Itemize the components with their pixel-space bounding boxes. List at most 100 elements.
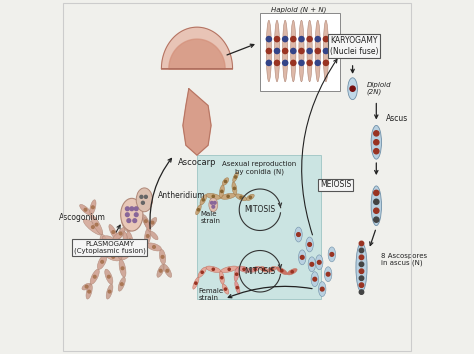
Ellipse shape	[157, 264, 164, 277]
Ellipse shape	[90, 200, 96, 215]
Circle shape	[91, 226, 94, 228]
Text: Ascogonium: Ascogonium	[59, 213, 106, 222]
Text: 8 Ascospores
in ascus (N): 8 Ascospores in ascus (N)	[382, 253, 428, 266]
Ellipse shape	[198, 267, 206, 278]
Ellipse shape	[150, 231, 158, 240]
Circle shape	[95, 223, 98, 226]
Ellipse shape	[106, 253, 121, 261]
Circle shape	[281, 270, 283, 272]
Circle shape	[221, 190, 223, 193]
Circle shape	[359, 269, 364, 274]
Ellipse shape	[206, 266, 221, 273]
Circle shape	[266, 36, 272, 42]
Circle shape	[271, 268, 273, 270]
Circle shape	[146, 235, 149, 238]
Circle shape	[350, 86, 355, 91]
Circle shape	[126, 213, 129, 217]
Ellipse shape	[128, 219, 136, 232]
Ellipse shape	[315, 20, 320, 82]
Circle shape	[359, 255, 364, 259]
Ellipse shape	[221, 193, 236, 199]
Circle shape	[151, 221, 154, 224]
Ellipse shape	[120, 249, 132, 260]
Ellipse shape	[250, 267, 260, 272]
Circle shape	[374, 217, 379, 222]
Circle shape	[93, 275, 96, 278]
Text: Male
strain: Male strain	[201, 211, 221, 224]
Ellipse shape	[328, 247, 336, 262]
Ellipse shape	[90, 269, 99, 284]
Circle shape	[359, 276, 364, 280]
Circle shape	[221, 276, 223, 279]
Ellipse shape	[118, 277, 125, 291]
Ellipse shape	[324, 267, 332, 282]
Circle shape	[85, 285, 88, 288]
Ellipse shape	[144, 218, 151, 232]
Ellipse shape	[193, 277, 199, 289]
Ellipse shape	[132, 243, 146, 251]
Circle shape	[121, 267, 124, 270]
Circle shape	[283, 60, 288, 65]
Circle shape	[320, 287, 324, 291]
Ellipse shape	[299, 20, 304, 82]
Text: Ascocarp: Ascocarp	[178, 158, 216, 167]
Ellipse shape	[100, 234, 108, 255]
Polygon shape	[169, 39, 225, 69]
Circle shape	[374, 131, 379, 136]
Ellipse shape	[306, 237, 313, 252]
Circle shape	[213, 201, 216, 204]
Circle shape	[236, 286, 238, 289]
Ellipse shape	[348, 78, 357, 99]
Ellipse shape	[121, 198, 143, 231]
Ellipse shape	[222, 178, 228, 185]
Circle shape	[374, 190, 379, 195]
Circle shape	[130, 207, 134, 211]
Circle shape	[297, 233, 301, 236]
Circle shape	[145, 195, 147, 198]
Circle shape	[118, 248, 120, 251]
Ellipse shape	[221, 266, 238, 273]
Ellipse shape	[267, 267, 276, 272]
Circle shape	[323, 36, 328, 42]
Ellipse shape	[283, 20, 288, 82]
Circle shape	[233, 187, 236, 189]
Ellipse shape	[148, 217, 157, 228]
Circle shape	[130, 224, 133, 227]
Ellipse shape	[234, 267, 239, 281]
Ellipse shape	[237, 266, 250, 273]
Ellipse shape	[219, 185, 224, 198]
Circle shape	[323, 60, 328, 65]
Circle shape	[283, 36, 288, 42]
Circle shape	[228, 268, 230, 270]
Ellipse shape	[219, 271, 224, 284]
Text: PLASMOGAMY
(Cytoplasmic fusion): PLASMOGAMY (Cytoplasmic fusion)	[73, 241, 146, 254]
Circle shape	[283, 48, 288, 53]
Circle shape	[240, 196, 242, 199]
Text: Diploid
(2N): Diploid (2N)	[367, 82, 392, 96]
Ellipse shape	[123, 232, 128, 247]
Ellipse shape	[235, 281, 240, 294]
Circle shape	[274, 48, 280, 53]
Ellipse shape	[80, 204, 91, 215]
Ellipse shape	[106, 284, 113, 299]
Circle shape	[359, 283, 364, 287]
Circle shape	[310, 262, 314, 266]
Text: Antheridium: Antheridium	[158, 192, 205, 200]
Circle shape	[112, 231, 115, 233]
Circle shape	[266, 48, 272, 53]
Circle shape	[249, 196, 251, 199]
Circle shape	[301, 256, 304, 259]
Circle shape	[374, 149, 379, 154]
Polygon shape	[162, 27, 233, 69]
Circle shape	[141, 201, 145, 204]
Text: Haploid (N + N): Haploid (N + N)	[271, 6, 326, 13]
Ellipse shape	[91, 215, 103, 235]
Circle shape	[374, 140, 379, 145]
Circle shape	[134, 207, 138, 211]
Text: MEIOSIS: MEIOSIS	[320, 181, 351, 189]
Text: KARYOGAMY
(Nuclei fuse): KARYOGAMY (Nuclei fuse)	[330, 36, 378, 56]
Ellipse shape	[86, 284, 92, 299]
Bar	[260, 13, 340, 91]
Polygon shape	[183, 89, 211, 155]
Circle shape	[119, 232, 122, 235]
